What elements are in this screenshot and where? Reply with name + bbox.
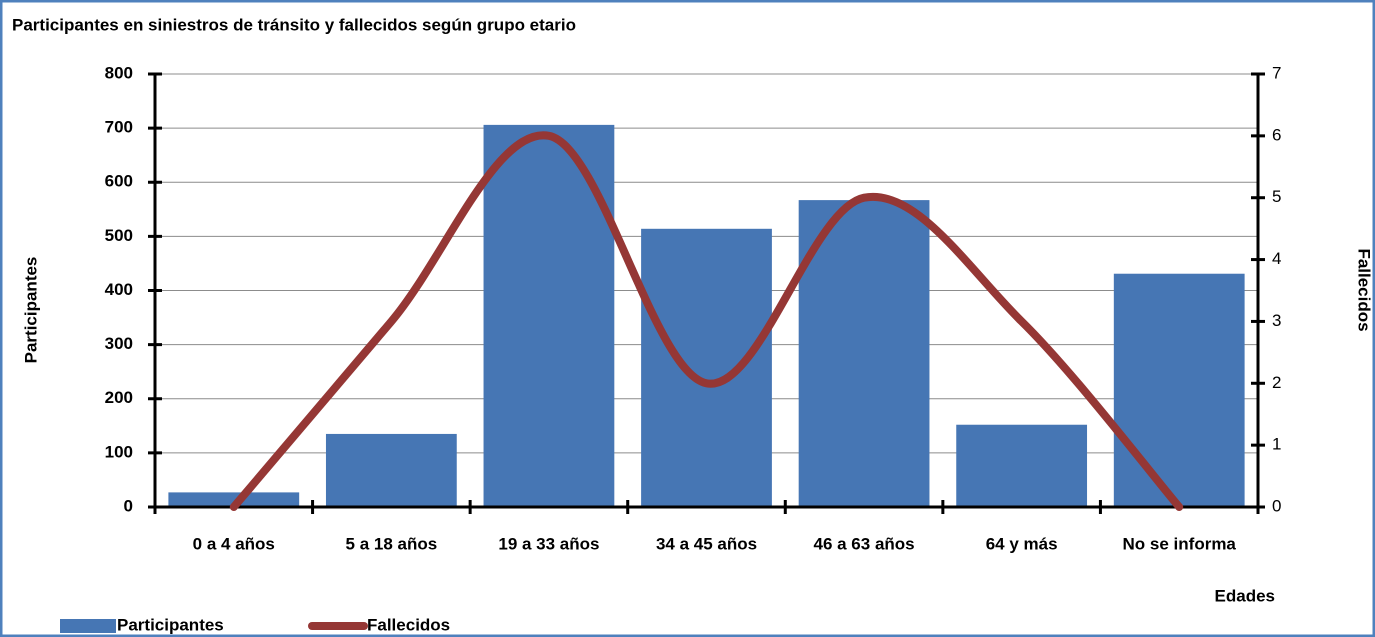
y-tick-label: 500 [105,226,133,245]
y-tick-label: 300 [105,334,133,353]
x-tick-label: 64 y más [986,534,1058,553]
y2-tick-label: 5 [1272,187,1281,206]
x-tick-label: 46 a 63 años [814,534,915,553]
y2-tick-label: 4 [1272,249,1281,268]
legend-label: Participantes [117,615,224,634]
y2-tick-label: 7 [1272,63,1281,82]
x-tick-label: 19 a 33 años [498,534,599,553]
y-tick-label: 600 [105,172,133,191]
bar [956,424,1088,507]
x-tick-label: 5 a 18 años [346,534,438,553]
y-tick-label: 400 [105,280,133,299]
y-tick-label: 700 [105,118,133,137]
bar [1113,273,1245,507]
y-tick-label: 800 [105,63,133,82]
y2-tick-label: 3 [1272,311,1281,330]
y2-tick-label: 6 [1272,125,1281,144]
line [229,131,1184,511]
y-tick-label: 200 [105,388,133,407]
legend-swatch [60,619,116,633]
chart-title: Participantes en siniestros de tránsito … [12,15,576,34]
x-axis-label: Edades [1215,586,1275,605]
y-tick-label: 0 [124,496,133,515]
legend-label: Fallecidos [367,615,450,634]
bar [798,200,930,507]
bar [168,492,300,507]
y-tick-label: 100 [105,442,133,461]
y2-axis-label: Fallecidos [1355,248,1374,331]
y2-tick-label: 2 [1272,373,1281,392]
bar [641,228,772,508]
x-tick-label: No se informa [1123,534,1237,553]
y-axis-label: Participantes [21,257,40,364]
y2-tick-label: 0 [1272,496,1281,515]
bar [325,433,457,507]
x-tick-label: 0 a 4 años [193,534,275,553]
y2-tick-label: 1 [1272,435,1281,454]
x-tick-label: 34 a 45 años [656,534,757,553]
